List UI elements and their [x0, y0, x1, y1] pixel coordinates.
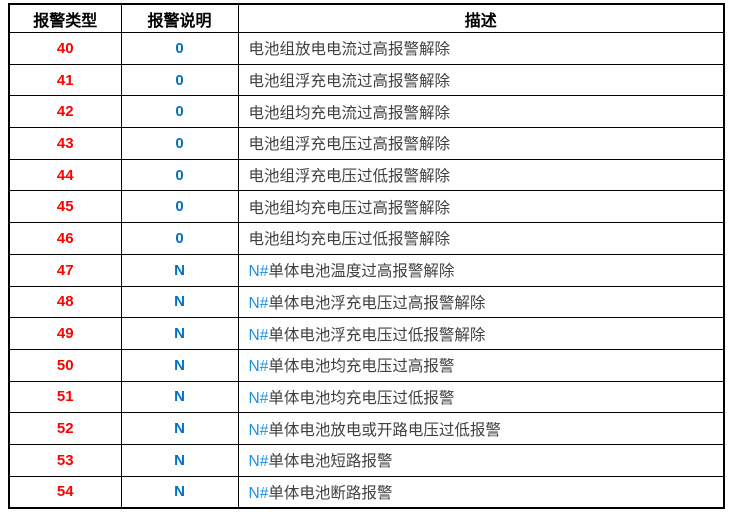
- table-row: 54 N N#单体电池断路报警: [8, 475, 725, 509]
- alarm-type-cell: 46: [8, 222, 122, 255]
- desc-text: 电池组浮充电压过低报警解除: [248, 168, 451, 186]
- desc-text: 电池组均充电压过低报警解除: [248, 231, 451, 249]
- desc-text: 单体电池短路报警: [268, 453, 393, 471]
- alarm-desc-cell: 电池组放电电流过高报警解除: [237, 32, 725, 65]
- desc-prefix: N#: [248, 421, 269, 439]
- desc-text: 电池组均充电流过高报警解除: [248, 104, 451, 122]
- desc-text: 电池组均充电压过高报警解除: [248, 199, 451, 217]
- alarm-type-cell: 51: [8, 380, 122, 414]
- alarm-desc-cell: N#单体电池浮充电压过低报警解除: [237, 317, 725, 350]
- desc-text: 单体电池断路报警: [268, 484, 393, 502]
- alarm-value-cell: N: [120, 443, 239, 477]
- alarm-type-cell: 48: [8, 285, 122, 319]
- alarm-desc-cell: 电池组均充电压过低报警解除: [237, 222, 725, 255]
- desc-text: 单体电池均充电压过低报警: [268, 389, 455, 407]
- alarm-desc-cell: N#单体电池短路报警: [237, 443, 725, 477]
- table-row: 43 0 电池组浮充电压过高报警解除: [8, 127, 725, 160]
- desc-prefix: N#: [248, 358, 269, 376]
- alarm-value-cell: N: [120, 475, 239, 509]
- alarm-type-cell: 49: [8, 317, 122, 350]
- desc-prefix: N#: [248, 263, 269, 281]
- table-row: 42 0 电池组均充电流过高报警解除: [8, 95, 725, 129]
- alarm-value-cell: N: [120, 317, 239, 350]
- desc-text: 单体电池温度过高报警解除: [268, 263, 455, 281]
- desc-prefix: N#: [248, 326, 269, 344]
- alarm-type-cell: 40: [8, 32, 122, 65]
- alarm-desc-cell: N#单体电池放电或开路电压过低报警: [237, 412, 725, 445]
- alarm-value-cell: 0: [120, 127, 239, 160]
- alarm-desc-cell: N#单体电池断路报警: [237, 475, 725, 509]
- table-row: 52 N N#单体电池放电或开路电压过低报警: [8, 412, 725, 445]
- alarm-desc-cell: N#单体电池均充电压过低报警: [237, 380, 725, 414]
- desc-prefix: N#: [248, 484, 269, 502]
- alarm-desc-cell: 电池组均充电流过高报警解除: [237, 95, 725, 129]
- alarm-desc-cell: 电池组浮充电流过高报警解除: [237, 63, 725, 97]
- desc-text: 电池组浮充电流过高报警解除: [248, 73, 451, 91]
- desc-prefix: N#: [248, 389, 269, 407]
- table-row: 45 0 电池组均充电压过高报警解除: [8, 190, 725, 224]
- table-row: 50 N N#单体电池均充电压过高报警: [8, 348, 725, 382]
- alarm-value-cell: N: [120, 380, 239, 414]
- alarm-type-cell: 50: [8, 348, 122, 382]
- alarm-type-cell: 54: [8, 475, 122, 509]
- table-row: 49 N N#单体电池浮充电压过低报警解除: [8, 317, 725, 350]
- desc-text: 单体电池浮充电压过高报警解除: [268, 294, 486, 312]
- table-row: 40 0 电池组放电电流过高报警解除: [8, 32, 725, 65]
- alarm-type-cell: 41: [8, 63, 122, 97]
- table-row: 53 N N#单体电池短路报警: [8, 443, 725, 477]
- alarm-desc-cell: 电池组浮充电压过高报警解除: [237, 127, 725, 160]
- alarm-value-cell: 0: [120, 158, 239, 192]
- table-row: 44 0 电池组浮充电压过低报警解除: [8, 158, 725, 192]
- alarm-reference-table: 报警类型 报警说明 描述 40 0 电池组放电电流过高报警解除 41 0 电池组…: [8, 3, 725, 510]
- alarm-desc-cell: 电池组浮充电压过低报警解除: [237, 158, 725, 192]
- alarm-value-cell: 0: [120, 190, 239, 224]
- alarm-type-cell: 42: [8, 95, 122, 129]
- alarm-type-cell: 53: [8, 443, 122, 477]
- alarm-desc-cell: N#单体电池温度过高报警解除: [237, 253, 725, 287]
- alarm-value-cell: 0: [120, 95, 239, 129]
- table-row: 46 0 电池组均充电压过低报警解除: [8, 222, 725, 255]
- table-row: 51 N N#单体电池均充电压过低报警: [8, 380, 725, 414]
- desc-prefix: N#: [248, 453, 269, 471]
- alarm-value-cell: 0: [120, 63, 239, 97]
- alarm-type-cell: 47: [8, 253, 122, 287]
- desc-text: 单体电池浮充电压过低报警解除: [268, 326, 486, 344]
- alarm-value-cell: 0: [120, 222, 239, 255]
- col-header-alarm-value: 报警说明: [120, 3, 239, 33]
- alarm-type-cell: 43: [8, 127, 122, 160]
- desc-text: 单体电池放电或开路电压过低报警: [268, 421, 501, 439]
- table-header-row: 报警类型 报警说明 描述: [8, 3, 725, 33]
- table-row: 48 N N#单体电池浮充电压过高报警解除: [8, 285, 725, 319]
- alarm-type-cell: 45: [8, 190, 122, 224]
- alarm-type-cell: 44: [8, 158, 122, 192]
- col-header-description: 描述: [237, 3, 725, 33]
- alarm-type-cell: 52: [8, 412, 122, 445]
- alarm-desc-cell: N#单体电池均充电压过高报警: [237, 348, 725, 382]
- alarm-value-cell: N: [120, 253, 239, 287]
- alarm-value-cell: N: [120, 285, 239, 319]
- alarm-value-cell: 0: [120, 32, 239, 65]
- col-header-alarm-type: 报警类型: [8, 3, 122, 33]
- desc-text: 单体电池均充电压过高报警: [268, 358, 455, 376]
- table-row: 47 N N#单体电池温度过高报警解除: [8, 253, 725, 287]
- alarm-value-cell: N: [120, 348, 239, 382]
- table-row: 41 0 电池组浮充电流过高报警解除: [8, 63, 725, 97]
- alarm-desc-cell: 电池组均充电压过高报警解除: [237, 190, 725, 224]
- desc-prefix: N#: [248, 294, 269, 312]
- alarm-value-cell: N: [120, 412, 239, 445]
- desc-text: 电池组浮充电压过高报警解除: [248, 136, 451, 154]
- desc-text: 电池组放电电流过高报警解除: [248, 41, 451, 59]
- alarm-desc-cell: N#单体电池浮充电压过高报警解除: [237, 285, 725, 319]
